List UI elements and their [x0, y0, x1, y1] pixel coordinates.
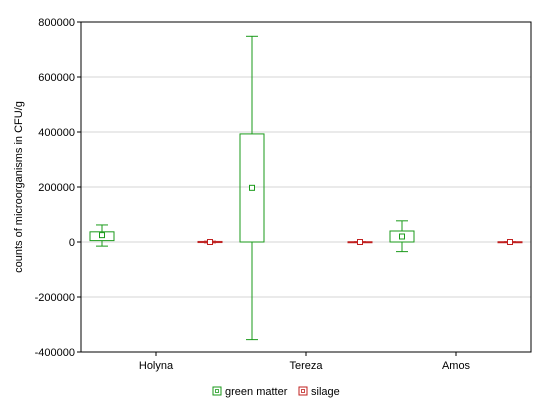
y-tick-label: -200000: [35, 292, 75, 304]
center-marker: [357, 239, 363, 245]
legend-item-silage: silage: [298, 386, 340, 398]
y-tick-label: 800000: [38, 17, 75, 29]
legend-item-green-matter: green matter: [212, 386, 288, 398]
y-tick-label: -400000: [35, 347, 75, 359]
box-tereza: [239, 35, 265, 341]
box-amos: [497, 239, 523, 245]
legend-swatch-marker: [215, 389, 219, 393]
legend: green matter silage: [212, 386, 340, 398]
center-marker: [207, 239, 213, 245]
y-tick-label: 200000: [38, 182, 75, 194]
y-axis: -400000 -200000 0 200000 400000 600000 800000: [35, 17, 81, 359]
legend-label: silage: [311, 386, 340, 398]
y-tick-label: 600000: [38, 72, 75, 84]
legend-label: green matter: [225, 386, 288, 398]
x-axis: Holyna Tereza Amos: [139, 352, 471, 372]
x-tick-label: Amos: [442, 360, 471, 372]
y-tick-label: 400000: [38, 127, 75, 139]
grid-lines: [81, 76, 531, 298]
series-silage: [197, 239, 523, 245]
box-body: [89, 231, 115, 242]
box-series: [89, 35, 523, 341]
x-tick-label: Tereza: [289, 360, 323, 372]
x-tick-label: Holyna: [139, 360, 174, 372]
box-body: [389, 230, 415, 243]
box-holyna: [89, 224, 115, 247]
y-tick-label: 0: [69, 237, 75, 249]
center-marker: [99, 232, 105, 239]
center-marker: [507, 239, 513, 245]
legend-swatch-marker: [301, 389, 305, 393]
box-body: [239, 133, 265, 243]
y-axis-title: counts of microorganisms in CFU/g: [13, 101, 25, 273]
series-green-matter: [89, 35, 415, 341]
box-holyna: [197, 239, 223, 245]
center-marker: [249, 184, 255, 191]
center-marker: [399, 233, 405, 240]
box-tereza: [347, 239, 373, 245]
box-amos: [389, 220, 415, 253]
